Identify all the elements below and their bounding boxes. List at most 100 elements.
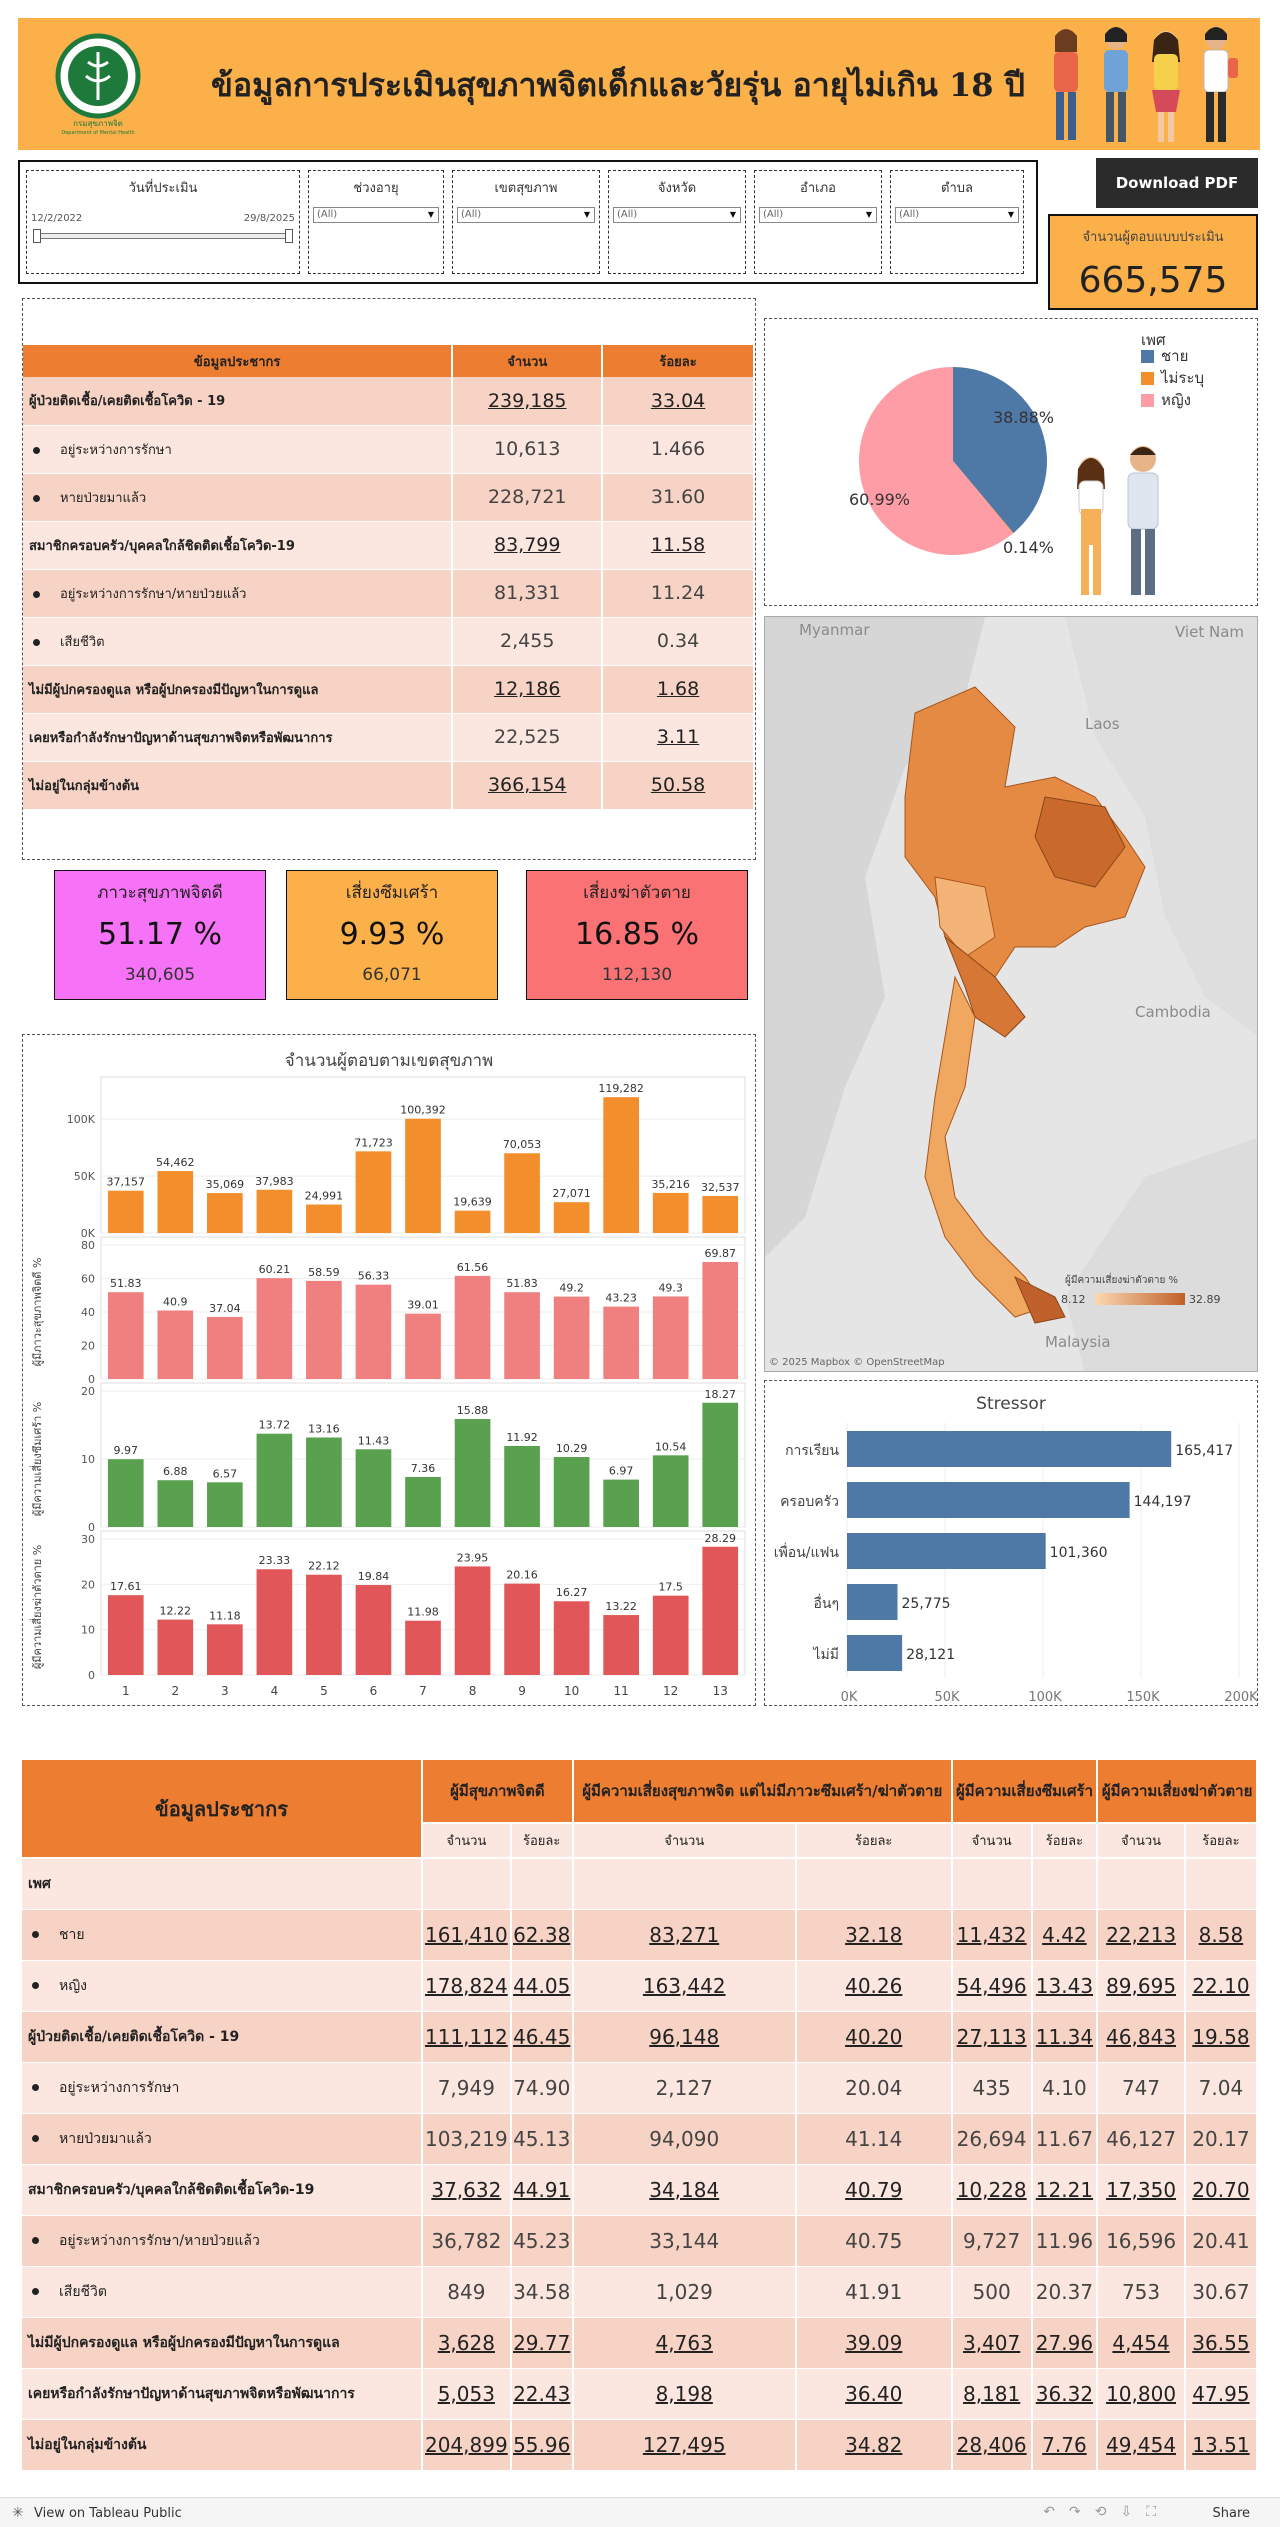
cell-percent[interactable]: 11.34 <box>1031 2011 1099 2063</box>
bar-region-1[interactable] <box>107 1459 144 1527</box>
bar-region-7[interactable] <box>405 1118 441 1233</box>
bar-region-6[interactable] <box>355 1449 392 1527</box>
cell-count[interactable]: 3,407 <box>951 2317 1033 2369</box>
bar-region-4[interactable] <box>256 1433 293 1527</box>
cell-percent[interactable]: 55.96 <box>510 2419 574 2471</box>
cell-percent[interactable]: 39.09 <box>795 2317 953 2369</box>
date-slider-track[interactable] <box>37 233 289 239</box>
cell-count[interactable]: 4,454 <box>1097 2317 1186 2369</box>
bar-region-9[interactable] <box>504 1583 540 1675</box>
bar-region-11[interactable] <box>603 1306 639 1379</box>
bar-region-10[interactable] <box>553 1601 590 1675</box>
province-light-region[interactable] <box>934 876 996 958</box>
bar-region-6[interactable] <box>355 1585 392 1675</box>
cell-percent[interactable]: 40.20 <box>795 2011 953 2063</box>
bar-region-4[interactable] <box>256 1569 293 1675</box>
revert-icon[interactable]: ⟲ <box>1094 2504 1121 2520</box>
row-percent[interactable]: 3.11 <box>602 713 755 762</box>
bar-region-7[interactable] <box>405 1476 441 1527</box>
cell-percent[interactable]: 40.79 <box>795 2164 953 2216</box>
cell-percent[interactable]: 34.82 <box>795 2419 953 2471</box>
cell-count[interactable]: 54,496 <box>951 1960 1033 2012</box>
bar-region-10[interactable] <box>553 1296 590 1379</box>
bar-region-13[interactable] <box>702 1261 739 1379</box>
bar-region-13[interactable] <box>702 1546 739 1675</box>
cell-percent[interactable]: 13.51 <box>1184 2419 1259 2471</box>
bar-region-2[interactable] <box>157 1170 194 1233</box>
bar-region-3[interactable] <box>207 1193 243 1233</box>
bar-region-1[interactable] <box>107 1292 144 1379</box>
cell-percent[interactable]: 22.43 <box>510 2368 574 2420</box>
thailand-south[interactable] <box>924 975 1046 1318</box>
bar-region-10[interactable] <box>553 1457 590 1527</box>
cell-count[interactable]: 46,843 <box>1097 2011 1186 2063</box>
bar-region-2[interactable] <box>157 1480 194 1527</box>
row-percent[interactable]: 1.68 <box>602 665 755 714</box>
cell-percent[interactable]: 44.05 <box>510 1960 574 2012</box>
cell-count[interactable]: 3,628 <box>422 2317 512 2369</box>
bar-region-3[interactable] <box>207 1316 243 1379</box>
cell-percent[interactable]: 47.95 <box>1184 2368 1259 2420</box>
fullscreen-icon[interactable]: ⛶ <box>1146 2504 1170 2520</box>
bar-region-12[interactable] <box>652 1595 689 1675</box>
stressor-bar[interactable] <box>847 1584 898 1620</box>
cell-count[interactable]: 111,112 <box>422 2011 512 2063</box>
stressor-bar[interactable] <box>847 1533 1046 1569</box>
cell-percent[interactable]: 13.43 <box>1031 1960 1099 2012</box>
bar-region-12[interactable] <box>652 1296 689 1379</box>
cell-count[interactable]: 127,495 <box>572 2419 797 2471</box>
stressor-bar[interactable] <box>847 1482 1130 1518</box>
date-slider-end-handle[interactable] <box>285 229 293 243</box>
bar-region-1[interactable] <box>107 1595 144 1675</box>
cell-percent[interactable]: 4.42 <box>1031 1909 1099 1961</box>
cell-count[interactable]: 83,271 <box>572 1909 797 1961</box>
cell-count[interactable]: 8,181 <box>951 2368 1033 2420</box>
province-choropleth-map[interactable]: Myanmar Viet Nam Laos Cambodia Malaysia … <box>764 616 1258 1372</box>
bar-region-5[interactable] <box>306 1280 342 1379</box>
cell-count[interactable]: 49,454 <box>1097 2419 1186 2471</box>
cell-count[interactable]: 96,148 <box>572 2011 797 2063</box>
cell-count[interactable]: 163,442 <box>572 1960 797 2012</box>
cell-count[interactable]: 17,350 <box>1097 2164 1186 2216</box>
cell-count[interactable]: 22,213 <box>1097 1909 1186 1961</box>
cell-percent[interactable]: 27.96 <box>1031 2317 1099 2369</box>
stressor-bar[interactable] <box>847 1635 903 1671</box>
pie-slice-2[interactable] <box>858 367 1013 555</box>
cell-percent[interactable]: 12.21 <box>1031 2164 1099 2216</box>
cell-count[interactable]: 8,198 <box>572 2368 797 2420</box>
cell-count[interactable]: 10,800 <box>1097 2368 1186 2420</box>
bar-region-8[interactable] <box>454 1419 491 1527</box>
bar-region-5[interactable] <box>306 1437 342 1527</box>
cell-percent[interactable]: 19.58 <box>1184 2011 1259 2063</box>
cell-percent[interactable]: 7.76 <box>1031 2419 1099 2471</box>
undo-icon[interactable]: ↶ <box>1043 2504 1069 2520</box>
province-dropdown[interactable]: (All) ▼ <box>613 207 741 223</box>
bar-region-9[interactable] <box>504 1445 540 1527</box>
cell-percent[interactable]: 8.58 <box>1184 1909 1259 1961</box>
cell-percent[interactable]: 36.40 <box>795 2368 953 2420</box>
bar-region-8[interactable] <box>454 1566 491 1675</box>
download-pdf-button[interactable]: Download PDF <box>1096 158 1258 208</box>
bar-region-11[interactable] <box>603 1479 639 1527</box>
bar-region-7[interactable] <box>405 1620 441 1675</box>
row-count[interactable]: 83,799 <box>452 521 604 570</box>
subdistrict-dropdown[interactable]: (All) ▼ <box>895 207 1019 223</box>
row-percent[interactable]: 50.58 <box>602 761 755 810</box>
row-count[interactable]: 12,186 <box>452 665 604 714</box>
cell-count[interactable]: 204,899 <box>422 2419 512 2471</box>
cell-count[interactable]: 89,695 <box>1097 1960 1186 2012</box>
cell-count[interactable]: 11,432 <box>951 1909 1033 1961</box>
bar-region-9[interactable] <box>504 1292 540 1379</box>
district-dropdown[interactable]: (All) ▼ <box>759 207 877 223</box>
row-percent[interactable]: 11.58 <box>602 521 755 570</box>
cell-count[interactable]: 5,053 <box>422 2368 512 2420</box>
cell-percent[interactable]: 22.10 <box>1184 1960 1259 2012</box>
bar-region-2[interactable] <box>157 1310 194 1379</box>
bar-region-4[interactable] <box>256 1189 293 1233</box>
cell-percent[interactable]: 46.45 <box>510 2011 574 2063</box>
cell-percent[interactable]: 62.38 <box>510 1909 574 1961</box>
cell-count[interactable]: 161,410 <box>422 1909 512 1961</box>
date-slider-start-handle[interactable] <box>33 229 41 243</box>
bar-region-9[interactable] <box>504 1153 540 1233</box>
cell-percent[interactable]: 36.32 <box>1031 2368 1099 2420</box>
